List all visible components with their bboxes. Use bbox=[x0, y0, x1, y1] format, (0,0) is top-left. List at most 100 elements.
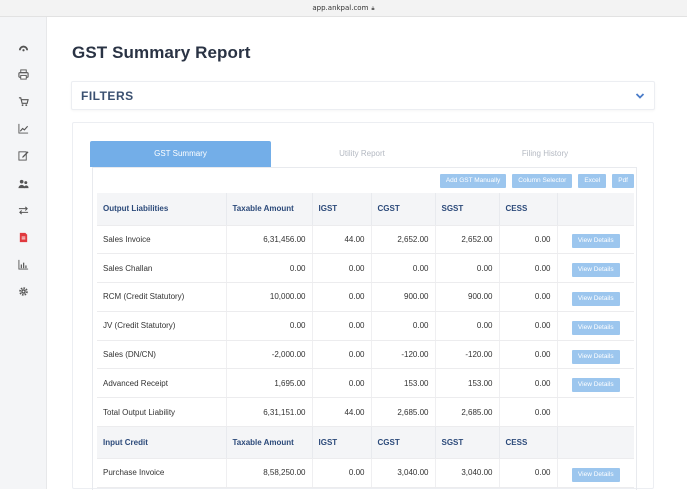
igst-value: 0.00 bbox=[311, 282, 371, 312]
printer-icon bbox=[18, 68, 29, 80]
column-header: CESS bbox=[498, 426, 557, 460]
add-gst-manually-button[interactable]: Add GST Manually bbox=[439, 174, 507, 188]
column-selector-button[interactable]: Column Selector bbox=[512, 174, 573, 188]
column-header: SGST bbox=[434, 426, 499, 460]
edit-icon bbox=[18, 150, 29, 161]
report-card: GST Summary Utility Report Filing Histor… bbox=[72, 122, 654, 490]
action-cell: View Details bbox=[556, 368, 634, 399]
row-label: Sales (DN/CN) bbox=[97, 340, 226, 370]
sidebar-item-analytics[interactable] bbox=[0, 119, 47, 137]
cess-value: 0.00 bbox=[498, 253, 557, 284]
igst-value: 44.00 bbox=[311, 397, 371, 428]
cgst-value: 3,040.00 bbox=[370, 458, 435, 488]
gst-summary-panel: Add GST Manually Column Selector Excel P… bbox=[92, 167, 637, 490]
dashboard-icon bbox=[18, 45, 29, 51]
igst-value: 0.00 bbox=[311, 311, 371, 341]
taxable-amount: 10,000.00 bbox=[225, 282, 312, 312]
chevron-down-icon[interactable] bbox=[635, 91, 645, 101]
column-header: CGST bbox=[370, 193, 435, 226]
table-row: Sales (DN/CN) -2,000.00 0.00 -120.00 -12… bbox=[97, 340, 634, 370]
cess-value: 0.00 bbox=[498, 311, 557, 341]
output-header-row: Output Liabilities Taxable Amount IGST C… bbox=[97, 193, 634, 226]
sidebar-item-charts[interactable] bbox=[0, 255, 47, 273]
excel-button[interactable]: Excel bbox=[578, 174, 607, 188]
column-header: Input Credit bbox=[97, 426, 226, 460]
cess-value: 0.00 bbox=[498, 368, 557, 399]
settings-icon bbox=[19, 286, 28, 296]
cess-value: 0.00 bbox=[498, 225, 557, 255]
sgst-value: 2,652.00 bbox=[434, 225, 499, 255]
tab-utility-report[interactable]: Utility Report bbox=[339, 149, 385, 158]
taxable-amount: 6,31,456.00 bbox=[225, 225, 312, 255]
sgst-value: 2,685.00 bbox=[434, 397, 499, 428]
sgst-value: 0.00 bbox=[434, 253, 499, 284]
column-header-actions bbox=[556, 426, 634, 460]
column-header: IGST bbox=[311, 426, 371, 460]
cess-value: 0.00 bbox=[498, 458, 557, 488]
view-details-button[interactable]: View Details bbox=[571, 320, 620, 335]
action-cell: View Details bbox=[556, 225, 634, 255]
taxable-amount: 8,58,250.00 bbox=[225, 458, 312, 488]
cess-value: 0.00 bbox=[498, 340, 557, 370]
sgst-value: 900.00 bbox=[434, 282, 499, 312]
report-tabs: GST Summary Utility Report Filing Histor… bbox=[90, 141, 637, 167]
filters-title: FILTERS bbox=[81, 89, 134, 103]
sidebar-item-edit[interactable] bbox=[0, 146, 47, 164]
view-details-button[interactable]: View Details bbox=[571, 349, 620, 364]
column-header: SGST bbox=[434, 193, 499, 226]
transfer-icon bbox=[18, 205, 29, 215]
filters-panel[interactable]: FILTERS bbox=[71, 81, 655, 110]
sgst-value: 0.00 bbox=[434, 311, 499, 341]
taxable-amount: 0.00 bbox=[225, 311, 312, 341]
gst-summary-table: Output Liabilities Taxable Amount IGST C… bbox=[97, 193, 634, 488]
column-header-actions bbox=[556, 193, 634, 226]
cgst-value: 0.00 bbox=[370, 253, 435, 284]
cgst-value: 900.00 bbox=[370, 282, 435, 312]
table-row: Advanced Receipt 1,695.00 0.00 153.00 15… bbox=[97, 368, 634, 399]
row-label: Sales Challan bbox=[97, 253, 226, 284]
column-header: IGST bbox=[311, 193, 371, 226]
cgst-value: -120.00 bbox=[370, 340, 435, 370]
sidebar-item-reports[interactable] bbox=[0, 228, 47, 246]
pdf-button[interactable]: Pdf bbox=[612, 174, 634, 188]
sidebar-item-dashboard[interactable] bbox=[0, 38, 47, 56]
input-header-row: Input Credit Taxable Amount IGST CGST SG… bbox=[97, 426, 634, 460]
sgst-value: 3,040.00 bbox=[434, 458, 499, 488]
tab-gst-summary[interactable]: GST Summary bbox=[90, 141, 271, 167]
tab-filing-history[interactable]: Filing History bbox=[521, 149, 569, 158]
row-label: Advanced Receipt bbox=[97, 368, 226, 399]
action-cell: View Details bbox=[556, 340, 634, 370]
row-label: Total Output Liability bbox=[97, 397, 226, 428]
row-label: RCM (Credit Statutory) bbox=[97, 282, 226, 312]
cess-value: 0.00 bbox=[498, 397, 557, 428]
row-label: JV (Credit Statutory) bbox=[97, 311, 226, 341]
view-details-button[interactable]: View Details bbox=[571, 467, 620, 482]
sidebar-item-transfer[interactable] bbox=[0, 201, 47, 219]
sidebar-item-print[interactable] bbox=[0, 65, 47, 83]
igst-value: 0.00 bbox=[311, 340, 371, 370]
taxable-amount: 1,695.00 bbox=[225, 368, 312, 399]
bar-chart-icon bbox=[18, 259, 29, 270]
column-header: CESS bbox=[498, 193, 557, 226]
main-content: GST Summary Report FILTERS GST Summary U… bbox=[47, 17, 687, 490]
view-details-button[interactable]: View Details bbox=[571, 378, 620, 393]
cgst-value: 2,652.00 bbox=[370, 225, 435, 255]
igst-value: 0.00 bbox=[311, 458, 371, 488]
sidebar-item-sales[interactable] bbox=[0, 92, 47, 110]
view-details-button[interactable]: View Details bbox=[571, 263, 620, 278]
view-details-button[interactable]: View Details bbox=[571, 291, 620, 306]
sidebar-item-settings[interactable] bbox=[0, 282, 47, 300]
table-row: Purchase Invoice 8,58,250.00 0.00 3,040.… bbox=[97, 458, 634, 488]
cess-value: 0.00 bbox=[498, 282, 557, 312]
action-cell: View Details bbox=[556, 311, 634, 341]
view-details-button[interactable]: View Details bbox=[571, 234, 620, 249]
igst-value: 0.00 bbox=[311, 368, 371, 399]
browser-url-bar[interactable]: app.ankpal.com 🔒︎ bbox=[0, 0, 687, 17]
column-header: CGST bbox=[370, 426, 435, 460]
table-row: Sales Challan 0.00 0.00 0.00 0.00 0.00 V… bbox=[97, 253, 634, 284]
cgst-value: 0.00 bbox=[370, 311, 435, 341]
action-cell: View Details bbox=[556, 282, 634, 312]
sidebar-item-users[interactable] bbox=[0, 174, 47, 192]
users-icon bbox=[18, 179, 29, 188]
page-title: GST Summary Report bbox=[72, 43, 251, 62]
